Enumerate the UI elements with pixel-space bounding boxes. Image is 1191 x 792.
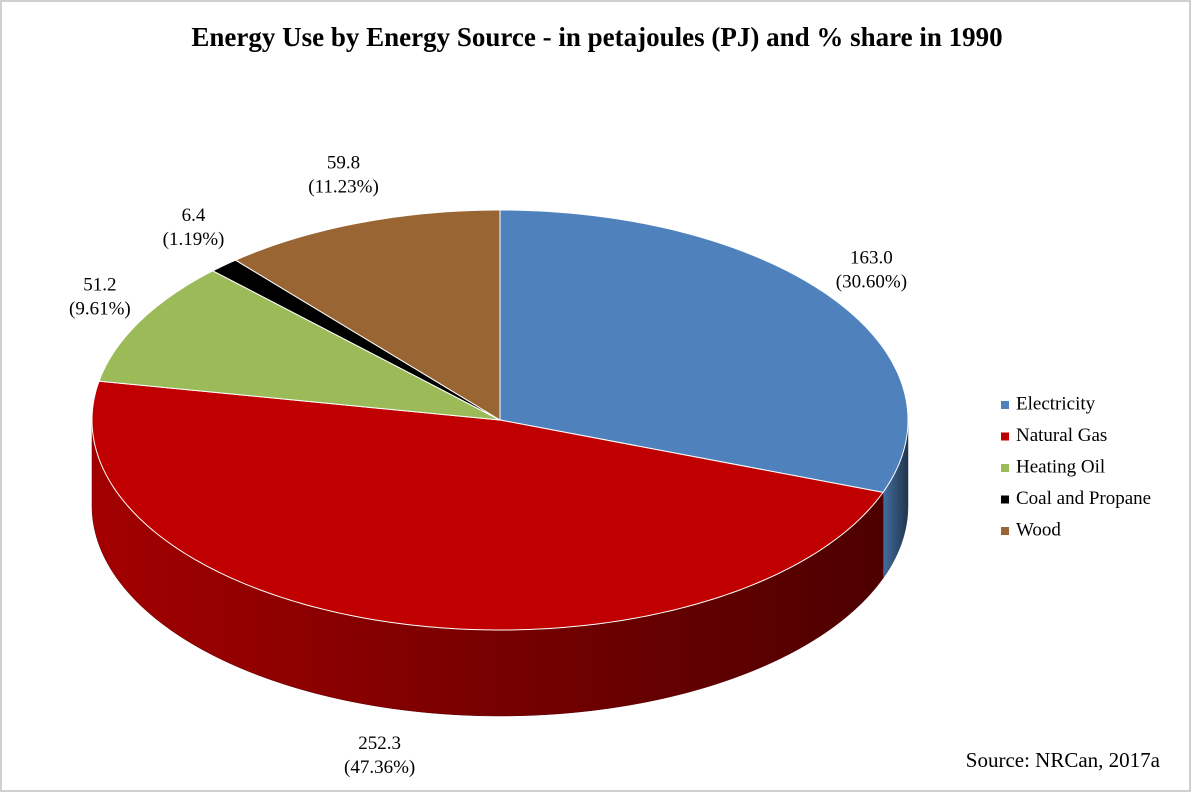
- legend-swatch: [1001, 464, 1009, 472]
- legend-swatch: [1001, 401, 1009, 409]
- slice: [91, 380, 884, 631]
- data-label: 252.3: [358, 733, 401, 754]
- slice: [234, 209, 501, 421]
- chart-title: Energy Use by Energy Source - in petajou…: [191, 22, 1002, 52]
- legend-swatch: [1001, 527, 1009, 535]
- data-label: 51.2: [83, 274, 116, 295]
- slice: [499, 209, 909, 493]
- legend-label: Natural Gas: [1016, 425, 1107, 446]
- legend-label: Heating Oil: [1016, 456, 1105, 477]
- data-label: 6.4: [182, 205, 206, 226]
- legend-swatch: [1001, 495, 1009, 504]
- data-label: 59.8: [327, 152, 360, 173]
- legend-swatch: [1001, 432, 1009, 441]
- legend-label: Wood: [1016, 519, 1061, 540]
- source-note: Source: NRCan, 2017a: [966, 748, 1161, 772]
- data-label: (1.19%): [163, 229, 225, 250]
- slice: [211, 259, 501, 421]
- data-label: (47.36%): [344, 757, 415, 778]
- slice: [98, 270, 501, 421]
- legend-label: Electricity: [1016, 393, 1096, 414]
- data-label: 163.0: [850, 248, 893, 269]
- data-label: (9.61%): [69, 298, 131, 319]
- data-label: (30.60%): [836, 272, 907, 293]
- legend-label: Coal and Propane: [1016, 488, 1151, 509]
- data-label: (11.23%): [308, 176, 379, 197]
